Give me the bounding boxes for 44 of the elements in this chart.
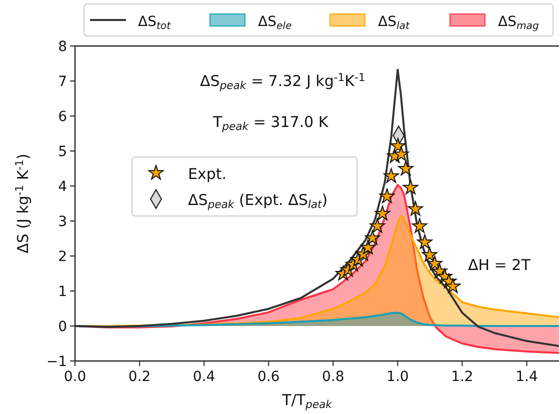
annotation: T$_{peak}$ = 317.0 K [212,113,330,133]
y-tick-label: 8 [58,39,67,55]
point [445,278,461,294]
point [370,218,386,233]
legend-label: ΔS$_{ele}$ [258,14,292,32]
point [394,146,409,162]
point [398,160,414,176]
annotation: ΔH = 2T [468,256,532,274]
point [402,180,418,194]
y-tick-label: 7 [58,74,67,90]
point [379,188,395,204]
x-tick-label: 1.4 [516,369,538,385]
x-tick-label: 0.6 [257,369,280,385]
point [384,168,399,183]
x-tick-label: 1.2 [451,369,474,385]
x-tick-label: 0.8 [322,369,344,385]
y-tick-label: −1 [46,354,67,370]
line-series [75,68,559,347]
annotation: ΔS$_{peak}$ = 7.32 J kg$^{-1}$K$^{-1}$ [200,71,366,92]
x-tick-label: 1.0 [386,369,409,385]
y-tick-label: 4 [58,179,68,195]
legend-label: ΔS$_{lat}$ [378,14,410,32]
legend-label: ΔS$_{tot}$ [138,14,172,32]
legend-label: Expt. [188,165,227,183]
legend-label: ΔS$_{peak}$ (Expt. ΔS$_{lat}$) [188,191,328,211]
point [360,240,376,254]
y-tick-label: 2 [58,249,67,265]
point [408,201,424,216]
point [422,246,438,262]
x-tick-label: 0.2 [128,369,151,385]
legend-label: ΔS$_{mag}$ [498,14,540,32]
x-tick-label: 0.0 [64,369,86,385]
y-tick-label: 3 [58,214,67,230]
y-tick-label: 0 [58,319,67,335]
point [364,230,380,245]
point [374,206,390,220]
point [417,234,432,249]
point [412,218,428,233]
y-tick-label: 1 [58,284,67,300]
x-tick-label: 0.4 [192,369,216,385]
y-tick-label: 5 [58,144,67,160]
x-axis-title: T/T$_{peak}$ [281,391,333,411]
y-tick-label: 6 [58,109,68,125]
point [427,256,442,270]
